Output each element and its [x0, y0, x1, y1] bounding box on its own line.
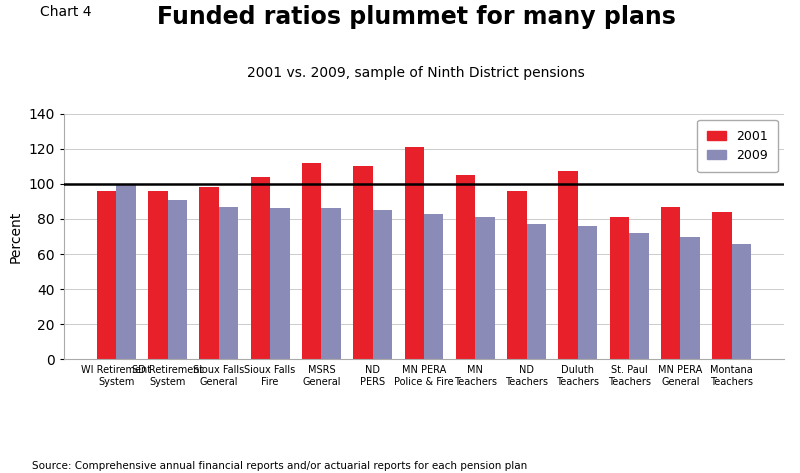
Bar — [405, 147, 424, 359]
Bar — [475, 217, 494, 359]
Bar — [199, 187, 219, 359]
Bar — [681, 236, 700, 359]
Bar — [712, 212, 732, 359]
Y-axis label: Percent: Percent — [9, 210, 23, 263]
Bar — [732, 244, 751, 359]
Bar — [610, 217, 629, 359]
Bar — [219, 207, 238, 359]
Bar — [526, 224, 546, 359]
Bar — [424, 214, 443, 359]
Bar — [116, 184, 136, 359]
Bar — [629, 233, 649, 359]
Bar — [578, 226, 598, 359]
Text: Source: Comprehensive annual financial reports and/or actuarial reports for each: Source: Comprehensive annual financial r… — [32, 461, 527, 471]
Bar — [302, 163, 322, 359]
Text: 2001 vs. 2009, sample of Ninth District pensions: 2001 vs. 2009, sample of Ninth District … — [247, 66, 585, 80]
Bar — [97, 191, 116, 359]
Bar — [661, 207, 681, 359]
Bar — [250, 177, 270, 359]
Bar — [354, 166, 373, 359]
Bar — [148, 191, 167, 359]
Bar — [270, 209, 290, 359]
Bar — [507, 191, 526, 359]
Bar — [558, 172, 578, 359]
Legend: 2001, 2009: 2001, 2009 — [698, 120, 778, 172]
Bar — [456, 175, 475, 359]
Text: Funded ratios plummet for many plans: Funded ratios plummet for many plans — [157, 5, 675, 29]
Text: Chart 4: Chart 4 — [40, 5, 91, 19]
Bar — [322, 209, 341, 359]
Bar — [167, 200, 187, 359]
Bar — [373, 210, 392, 359]
